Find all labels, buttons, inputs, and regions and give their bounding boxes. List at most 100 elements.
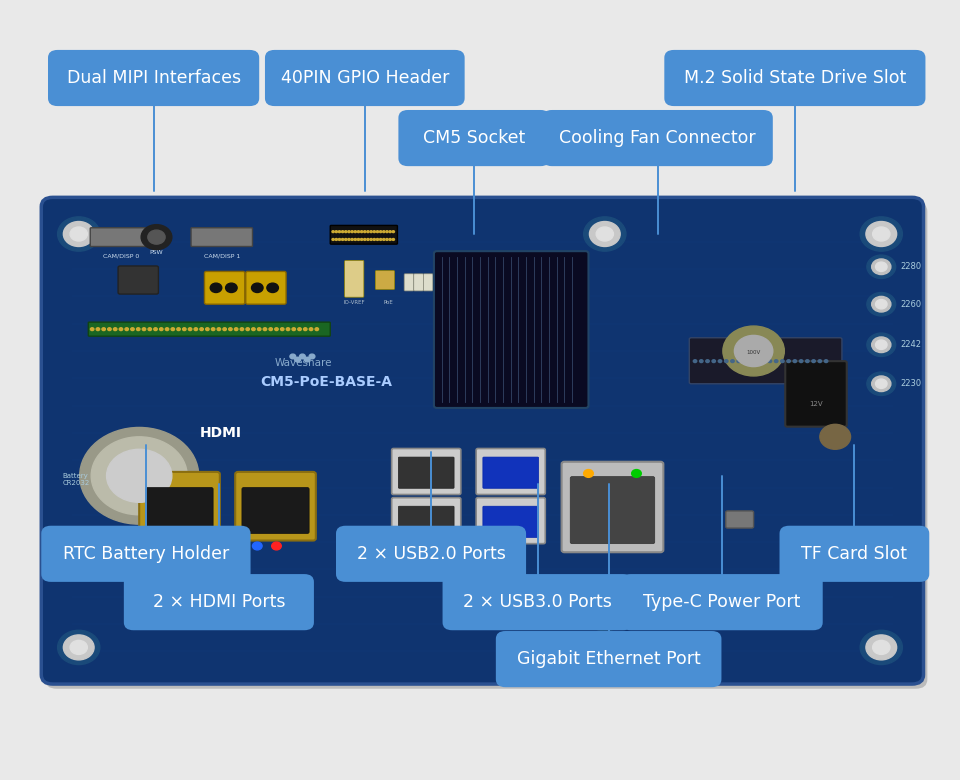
- Text: Waveshare: Waveshare: [275, 358, 332, 367]
- Circle shape: [867, 292, 896, 316]
- Circle shape: [205, 328, 209, 331]
- Circle shape: [825, 360, 828, 363]
- Circle shape: [731, 360, 734, 363]
- Circle shape: [596, 227, 613, 241]
- Circle shape: [386, 231, 388, 232]
- Circle shape: [876, 340, 887, 349]
- Text: 2230: 2230: [900, 379, 922, 388]
- FancyBboxPatch shape: [404, 274, 414, 291]
- Circle shape: [125, 328, 129, 331]
- Circle shape: [725, 360, 728, 363]
- Circle shape: [351, 239, 353, 240]
- Circle shape: [872, 376, 891, 392]
- FancyBboxPatch shape: [392, 448, 461, 495]
- Circle shape: [780, 360, 784, 363]
- Circle shape: [632, 470, 641, 477]
- Circle shape: [176, 542, 185, 550]
- Circle shape: [131, 328, 134, 331]
- Text: M.2 Solid State Drive Slot: M.2 Solid State Drive Slot: [684, 69, 906, 87]
- Circle shape: [584, 470, 593, 477]
- Circle shape: [148, 328, 152, 331]
- Circle shape: [107, 449, 172, 502]
- Circle shape: [589, 222, 620, 246]
- Circle shape: [226, 283, 237, 292]
- Circle shape: [80, 427, 199, 524]
- Text: LED: LED: [843, 538, 854, 543]
- FancyBboxPatch shape: [330, 225, 397, 244]
- Circle shape: [304, 357, 310, 362]
- Circle shape: [860, 217, 902, 251]
- Circle shape: [373, 231, 375, 232]
- Circle shape: [589, 635, 620, 660]
- Circle shape: [872, 296, 891, 312]
- Circle shape: [373, 239, 375, 240]
- Circle shape: [351, 231, 353, 232]
- Circle shape: [338, 239, 341, 240]
- Circle shape: [90, 328, 94, 331]
- Circle shape: [367, 239, 369, 240]
- Circle shape: [257, 328, 261, 331]
- Circle shape: [737, 360, 740, 363]
- Text: HDMI: HDMI: [200, 426, 242, 440]
- Circle shape: [700, 360, 703, 363]
- Circle shape: [768, 360, 772, 363]
- Circle shape: [91, 437, 187, 515]
- Circle shape: [292, 328, 296, 331]
- Text: CAM/DISP 1: CAM/DISP 1: [204, 254, 240, 258]
- Circle shape: [298, 328, 301, 331]
- Circle shape: [303, 328, 307, 331]
- Circle shape: [332, 239, 334, 240]
- FancyBboxPatch shape: [570, 477, 655, 544]
- Circle shape: [240, 328, 244, 331]
- FancyBboxPatch shape: [562, 462, 663, 552]
- Circle shape: [364, 231, 366, 232]
- Circle shape: [348, 231, 350, 232]
- Circle shape: [383, 239, 385, 240]
- Circle shape: [392, 239, 395, 240]
- Circle shape: [290, 354, 296, 359]
- Circle shape: [361, 239, 363, 240]
- Circle shape: [860, 630, 902, 665]
- Circle shape: [867, 255, 896, 278]
- Circle shape: [354, 231, 356, 232]
- Circle shape: [113, 328, 117, 331]
- Circle shape: [805, 360, 809, 363]
- Text: Type-C Power Port: Type-C Power Port: [643, 593, 801, 612]
- Circle shape: [141, 225, 172, 250]
- FancyBboxPatch shape: [392, 498, 461, 544]
- Circle shape: [234, 328, 238, 331]
- Circle shape: [364, 239, 366, 240]
- Text: TF Card Slot: TF Card Slot: [802, 544, 907, 563]
- Circle shape: [309, 328, 313, 331]
- Text: 2 × HDMI Ports: 2 × HDMI Ports: [153, 593, 285, 612]
- FancyBboxPatch shape: [88, 322, 330, 336]
- Circle shape: [693, 360, 697, 363]
- Circle shape: [156, 542, 166, 550]
- Text: CAM/DISP 0: CAM/DISP 0: [103, 254, 139, 258]
- Circle shape: [269, 328, 273, 331]
- Circle shape: [246, 328, 250, 331]
- Circle shape: [309, 354, 315, 359]
- FancyBboxPatch shape: [398, 457, 454, 488]
- Circle shape: [379, 231, 382, 232]
- FancyBboxPatch shape: [483, 506, 539, 537]
- FancyBboxPatch shape: [443, 574, 633, 630]
- Circle shape: [267, 283, 278, 292]
- Circle shape: [295, 357, 300, 362]
- Circle shape: [335, 239, 338, 240]
- Text: 2280: 2280: [900, 262, 922, 271]
- FancyBboxPatch shape: [814, 529, 883, 551]
- Text: RTC Battery Holder: RTC Battery Holder: [62, 544, 229, 563]
- Text: Dual MIPI Interfaces: Dual MIPI Interfaces: [66, 69, 241, 87]
- FancyBboxPatch shape: [246, 271, 286, 304]
- Text: 2242: 2242: [900, 340, 922, 349]
- Circle shape: [866, 635, 897, 660]
- Circle shape: [108, 328, 111, 331]
- Circle shape: [812, 360, 815, 363]
- Circle shape: [335, 231, 338, 232]
- Circle shape: [820, 424, 851, 449]
- FancyBboxPatch shape: [336, 526, 526, 582]
- Circle shape: [342, 231, 344, 232]
- FancyBboxPatch shape: [785, 361, 847, 427]
- Circle shape: [596, 640, 613, 654]
